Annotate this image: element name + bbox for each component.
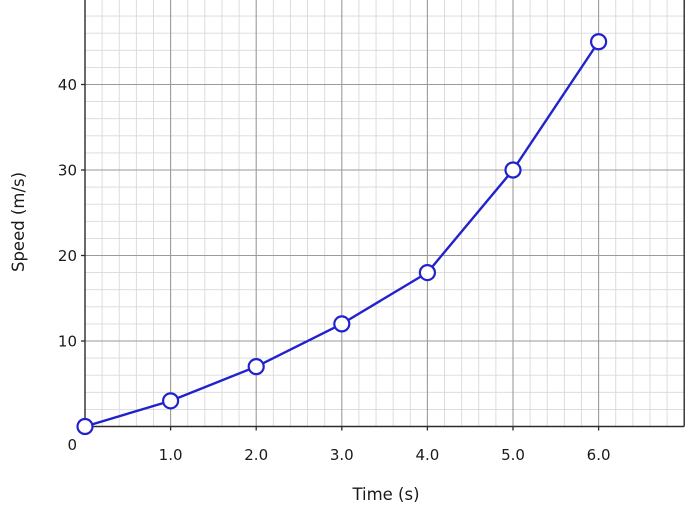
data-point-marker xyxy=(333,315,351,333)
data-point-marker xyxy=(162,392,180,410)
x-tick-label: 2.0 xyxy=(244,446,268,464)
x-tick-label: 6.0 xyxy=(587,446,611,464)
x-tick-label: 1.0 xyxy=(159,446,183,464)
minor-gridlines xyxy=(85,0,685,427)
axis-spines xyxy=(84,0,685,428)
x-axis-title: Time (s) xyxy=(351,485,419,504)
y-axis-title: Speed (m/s) xyxy=(9,172,28,272)
data-point-marker xyxy=(76,417,94,436)
axis-ticks xyxy=(81,83,600,431)
major-gridlines xyxy=(85,0,685,427)
y-tick-label: 40 xyxy=(58,76,77,94)
x-tick-label: 4.0 xyxy=(415,446,439,464)
y-tick-labels: 10 20 30 40 xyxy=(58,76,77,351)
x-tick-label: 5.0 xyxy=(501,446,525,464)
data-series xyxy=(76,33,608,436)
data-point-marker xyxy=(589,33,608,51)
data-point-marker xyxy=(418,264,436,282)
data-point-marker xyxy=(504,161,522,179)
x-tick-label: 3.0 xyxy=(330,446,354,464)
y-tick-label: 20 xyxy=(58,247,77,265)
x-tick-labels: 1.0 2.0 3.0 4.0 5.0 6.0 xyxy=(159,446,611,464)
y-tick-label: 30 xyxy=(58,162,77,180)
origin-tick-label: 0 xyxy=(67,436,77,454)
y-tick-label: 10 xyxy=(58,333,77,351)
data-point-marker xyxy=(247,358,265,376)
